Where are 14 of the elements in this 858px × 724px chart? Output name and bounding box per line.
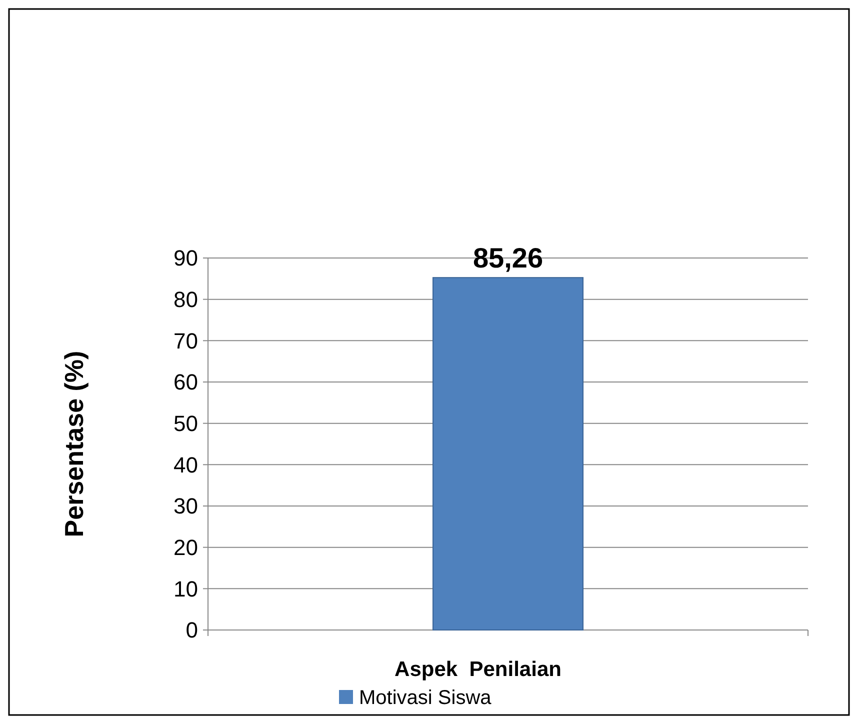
y-tick-label: 90 xyxy=(174,246,198,271)
y-tick-label: 80 xyxy=(174,287,198,312)
data-label: 85,26 xyxy=(472,242,544,274)
y-tick-label: 30 xyxy=(174,494,198,519)
y-tick-label: 10 xyxy=(174,576,198,602)
y-tick-label: 50 xyxy=(174,411,198,436)
legend-label: Motivasi Siswa xyxy=(359,687,492,709)
y-tick-label: 70 xyxy=(174,328,198,354)
y-axis-title: Persentase (%) xyxy=(59,350,89,538)
y-tick-label: 0 xyxy=(186,618,198,643)
x-axis-title: Aspek Penilaian xyxy=(394,658,562,681)
y-tick-label: 40 xyxy=(174,452,198,478)
y-tick-label: 20 xyxy=(174,535,198,560)
y-tick-label: 60 xyxy=(174,370,198,395)
